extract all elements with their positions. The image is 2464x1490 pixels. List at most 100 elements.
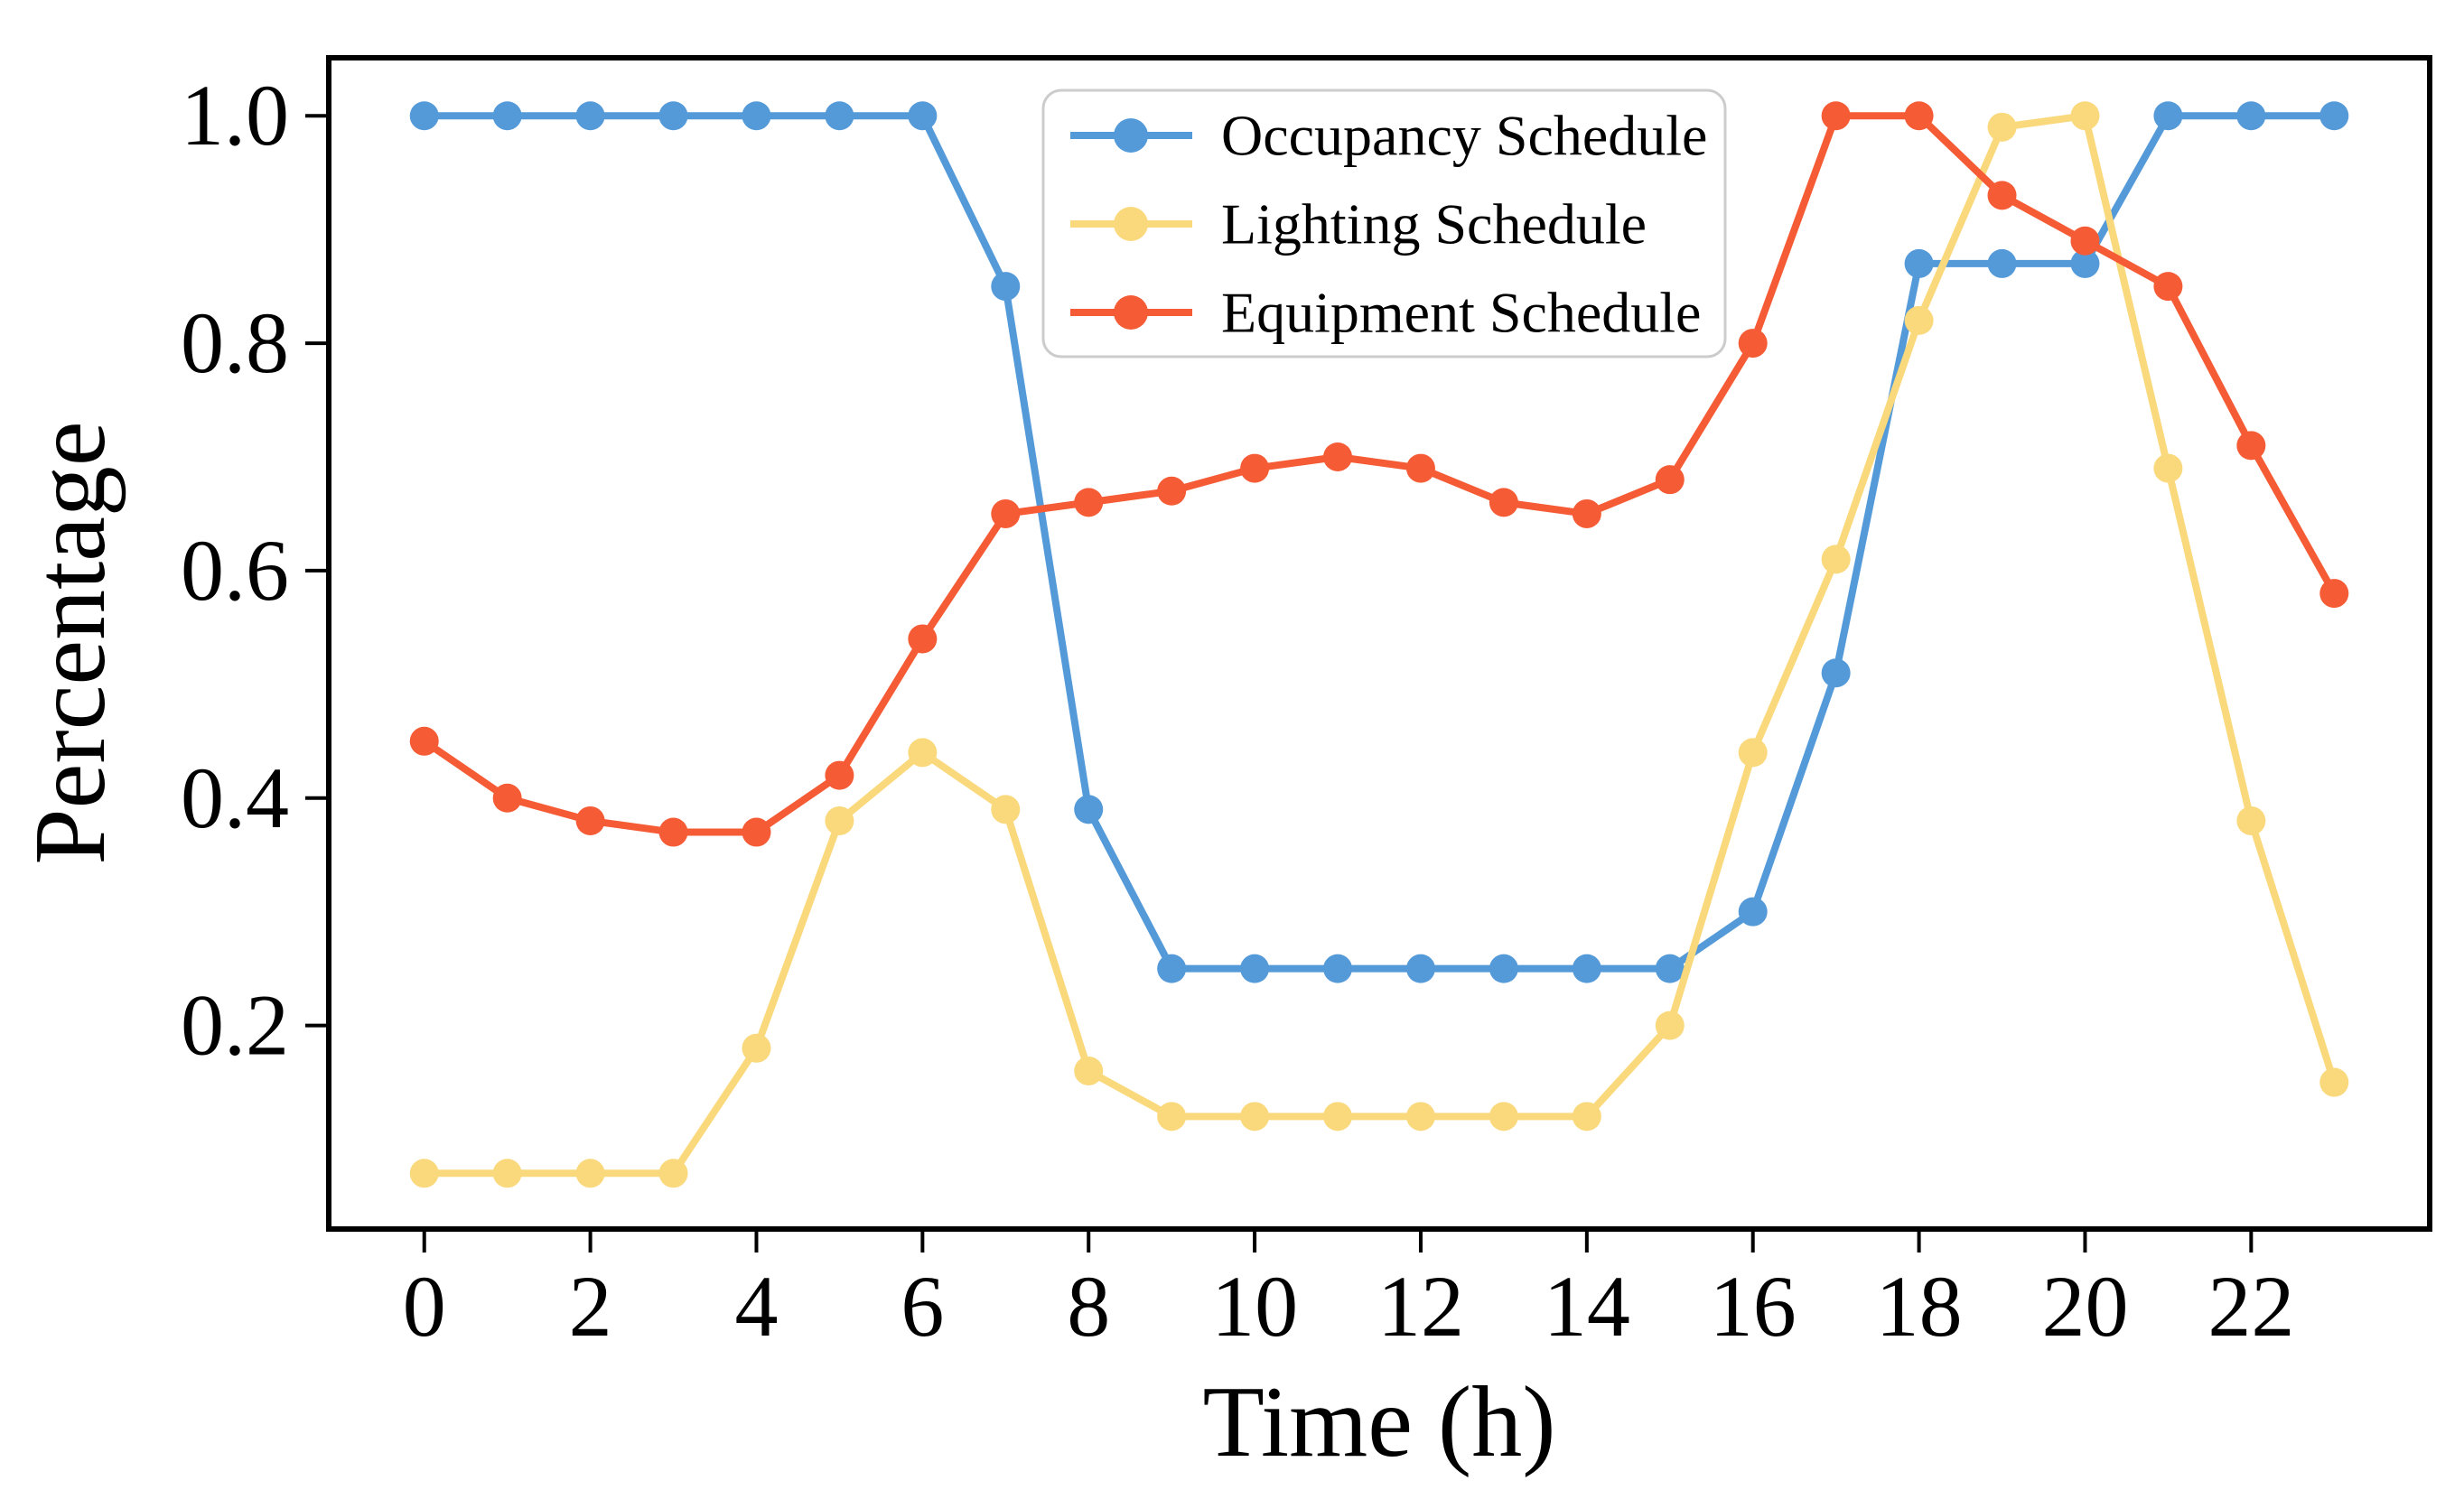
data-point-marker bbox=[1821, 658, 1851, 688]
data-point-marker bbox=[1904, 305, 1934, 335]
legend-item-equipment: Equipment Schedule bbox=[1070, 281, 1701, 345]
data-point-marker bbox=[991, 498, 1021, 528]
data-point-marker bbox=[825, 101, 854, 131]
data-point-marker bbox=[1572, 954, 1601, 983]
data-point-marker bbox=[1157, 476, 1187, 506]
data-point-marker bbox=[1987, 112, 2017, 142]
data-point-marker bbox=[1904, 101, 1934, 131]
data-point-marker bbox=[1489, 1102, 1518, 1131]
data-point-marker bbox=[1074, 795, 1104, 824]
data-point-marker bbox=[575, 101, 605, 131]
data-point-marker bbox=[1572, 498, 1601, 528]
data-point-marker bbox=[575, 806, 605, 835]
data-point-marker bbox=[658, 817, 688, 847]
legend-label-lighting: Lighting Schedule bbox=[1221, 192, 1647, 256]
data-point-marker bbox=[2153, 453, 2183, 483]
data-point-marker bbox=[1323, 954, 1353, 983]
data-point-marker bbox=[2319, 101, 2349, 131]
x-tick-label: 18 bbox=[1876, 1258, 1963, 1355]
data-point-marker bbox=[658, 101, 688, 131]
legend-marker-lighting-icon bbox=[1114, 207, 1148, 241]
data-point-marker bbox=[409, 726, 439, 756]
data-point-marker bbox=[1489, 954, 1518, 983]
data-point-marker bbox=[492, 1159, 522, 1188]
data-point-marker bbox=[2236, 101, 2266, 131]
data-point-marker bbox=[825, 760, 854, 790]
legend-item-lighting: Lighting Schedule bbox=[1070, 192, 1647, 256]
data-point-marker bbox=[2153, 272, 2183, 302]
data-point-marker bbox=[1655, 465, 1685, 495]
data-point-marker bbox=[1655, 954, 1685, 983]
data-point-marker bbox=[1904, 248, 1934, 278]
x-axis-ticks: 0 2 4 6 8 10 12 14 16 18 20 22 bbox=[403, 1229, 2294, 1355]
data-point-marker bbox=[658, 1159, 688, 1188]
legend-label-occupancy: Occupancy Schedule bbox=[1221, 104, 1707, 168]
data-point-marker bbox=[2319, 579, 2349, 609]
y-tick-label: 0.4 bbox=[181, 750, 289, 846]
data-point-marker bbox=[409, 101, 439, 131]
data-point-marker bbox=[825, 806, 854, 835]
data-point-marker bbox=[908, 738, 938, 768]
x-tick-label: 10 bbox=[1211, 1258, 1298, 1355]
x-tick-label: 4 bbox=[734, 1258, 778, 1355]
x-tick-label: 2 bbox=[569, 1258, 612, 1355]
data-point-marker bbox=[1405, 954, 1435, 983]
data-point-marker bbox=[1323, 442, 1353, 471]
data-point-marker bbox=[1738, 738, 1768, 768]
series-equipment-schedule bbox=[409, 101, 2349, 847]
x-axis-title: Time (h) bbox=[1202, 1366, 1555, 1478]
data-point-marker bbox=[2070, 101, 2100, 131]
data-point-marker bbox=[1157, 1102, 1187, 1131]
plot-area-border bbox=[326, 55, 2432, 1232]
x-tick-label: 8 bbox=[1067, 1258, 1110, 1355]
data-point-marker bbox=[1405, 1102, 1435, 1131]
data-point-marker bbox=[742, 1033, 771, 1063]
data-point-marker bbox=[492, 783, 522, 813]
y-tick-label: 0.2 bbox=[181, 977, 289, 1074]
x-tick-label: 0 bbox=[403, 1258, 446, 1355]
x-tick-label: 14 bbox=[1544, 1258, 1630, 1355]
series-occupancy-schedule bbox=[409, 101, 2349, 983]
y-tick-label: 0.8 bbox=[181, 294, 289, 391]
data-point-marker bbox=[1240, 954, 1270, 983]
y-tick-label: 0.6 bbox=[181, 522, 289, 619]
data-point-marker bbox=[1489, 488, 1518, 517]
data-point-marker bbox=[1240, 1102, 1270, 1131]
data-point-marker bbox=[1987, 248, 2017, 278]
x-tick-label: 20 bbox=[2041, 1258, 2128, 1355]
data-point-marker bbox=[492, 101, 522, 131]
y-axis-ticks: 0.2 0.4 0.6 0.8 1.0 bbox=[181, 67, 329, 1074]
x-tick-label: 6 bbox=[901, 1258, 944, 1355]
data-point-marker bbox=[1821, 101, 1851, 131]
data-point-marker bbox=[1572, 1102, 1601, 1131]
data-point-marker bbox=[575, 1159, 605, 1188]
y-tick-label: 1.0 bbox=[181, 67, 289, 163]
data-point-marker bbox=[2236, 431, 2266, 461]
data-point-marker bbox=[1405, 453, 1435, 483]
data-point-marker bbox=[1074, 1056, 1104, 1085]
legend-label-equipment: Equipment Schedule bbox=[1221, 281, 1701, 345]
x-tick-label: 12 bbox=[1377, 1258, 1464, 1355]
data-point-marker bbox=[2070, 248, 2100, 278]
data-point-marker bbox=[1821, 545, 1851, 574]
data-point-marker bbox=[1074, 488, 1104, 517]
data-point-marker bbox=[1655, 1010, 1685, 1040]
data-point-marker bbox=[409, 1159, 439, 1188]
data-point-marker bbox=[2153, 101, 2183, 131]
data-point-marker bbox=[991, 272, 1021, 302]
data-point-marker bbox=[1987, 181, 2017, 210]
series-lighting-schedule bbox=[409, 101, 2349, 1188]
data-point-marker bbox=[2319, 1067, 2349, 1097]
x-tick-label: 16 bbox=[1710, 1258, 1797, 1355]
legend-box bbox=[1041, 88, 1727, 359]
legend-item-occupancy: Occupancy Schedule bbox=[1070, 104, 1707, 168]
data-point-marker bbox=[1738, 329, 1768, 359]
data-point-marker bbox=[2236, 806, 2266, 835]
x-tick-label: 22 bbox=[2207, 1258, 2294, 1355]
data-point-marker bbox=[1323, 1102, 1353, 1131]
legend: Occupancy Schedule Lighting Schedule Equ… bbox=[1041, 88, 1727, 359]
y-axis-title: Percentage bbox=[14, 421, 126, 864]
data-point-marker bbox=[2070, 226, 2100, 256]
legend-marker-occupancy-icon bbox=[1114, 118, 1148, 153]
